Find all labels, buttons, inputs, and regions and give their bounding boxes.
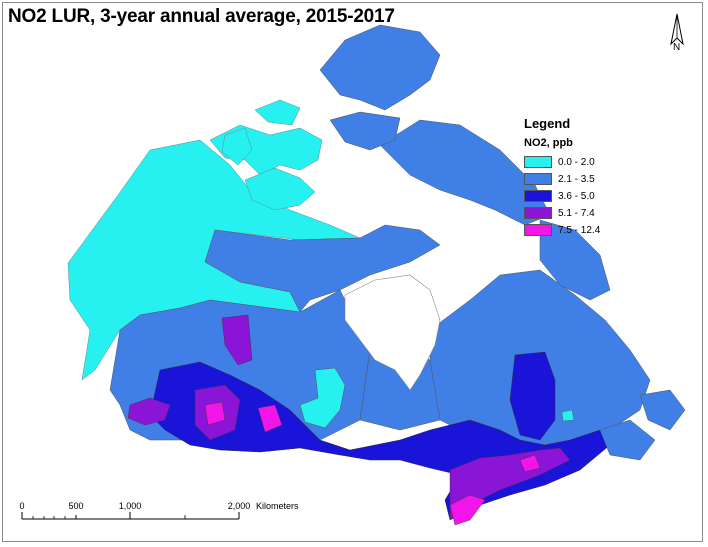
legend-swatch bbox=[524, 190, 552, 202]
legend-row: 5.1 - 7.4 bbox=[524, 205, 654, 221]
legend-heading: Legend bbox=[524, 116, 571, 131]
scale-tick-1000: 1,000 bbox=[118, 501, 142, 511]
map-title: NO2 LUR, 3-year annual average, 2015-201… bbox=[8, 6, 395, 27]
region-toronto bbox=[449, 494, 486, 526]
legend-row: 2.1 - 3.5 bbox=[524, 171, 654, 187]
region-maritimes bbox=[599, 419, 656, 461]
legend-row: 0.0 - 2.0 bbox=[524, 154, 654, 170]
region-alberta-north-purple bbox=[221, 314, 253, 366]
legend-row: 3.6 - 5.0 bbox=[524, 188, 654, 204]
region-montreal bbox=[519, 454, 541, 473]
legend-swatch bbox=[524, 173, 552, 185]
scale-tick-2000: 2,000 bbox=[227, 501, 251, 511]
map-legend: Legend NO2, ppb 0.0 - 2.0 2.1 - 3.5 3.6 - … bbox=[524, 116, 654, 239]
legend-label: 5.1 - 7.4 bbox=[558, 207, 595, 219]
legend-label: 2.1 - 3.5 bbox=[558, 173, 595, 185]
region-vancouver bbox=[127, 397, 171, 426]
region-labrador bbox=[539, 219, 611, 301]
region-victoria-island bbox=[244, 167, 316, 211]
north-arrow-icon bbox=[670, 13, 684, 46]
region-saskatchewan-hot bbox=[257, 404, 283, 433]
legend-label: 3.6 - 5.0 bbox=[558, 190, 595, 202]
region-alberta-hot bbox=[204, 401, 226, 426]
legend-swatch bbox=[524, 156, 552, 168]
region-arctic-east bbox=[319, 24, 441, 111]
region-manitoba-north-cyan bbox=[299, 367, 346, 429]
legend-classes: 0.0 - 2.0 2.1 - 3.5 3.6 - 5.0 5.1 - 7.4 7.5 … bbox=[524, 154, 654, 238]
region-newfoundland bbox=[639, 389, 686, 431]
map-frame bbox=[2, 2, 703, 542]
region-hudson-bay bbox=[344, 274, 441, 391]
legend-subheading: NO2, ppb bbox=[524, 137, 573, 149]
region-baffin-island bbox=[379, 119, 551, 226]
region-quebec-east-dark bbox=[509, 351, 556, 441]
region-arctic-nw bbox=[254, 99, 301, 126]
scale-tick-500: 500 bbox=[68, 501, 84, 511]
region-banks-island bbox=[221, 127, 253, 166]
legend-label: 7.5 - 12.4 bbox=[558, 224, 601, 236]
legend-swatch bbox=[524, 224, 552, 236]
north-label: N bbox=[673, 42, 681, 53]
scale-tick-0: 0 bbox=[19, 501, 25, 511]
scale-units: Kilometers bbox=[256, 501, 299, 511]
region-st-johns bbox=[561, 409, 575, 422]
legend-row: 7.5 - 12.4 bbox=[524, 222, 654, 238]
region-high-arctic bbox=[329, 111, 401, 151]
legend-label: 0.0 - 2.0 bbox=[558, 156, 595, 168]
legend-swatch bbox=[524, 207, 552, 219]
